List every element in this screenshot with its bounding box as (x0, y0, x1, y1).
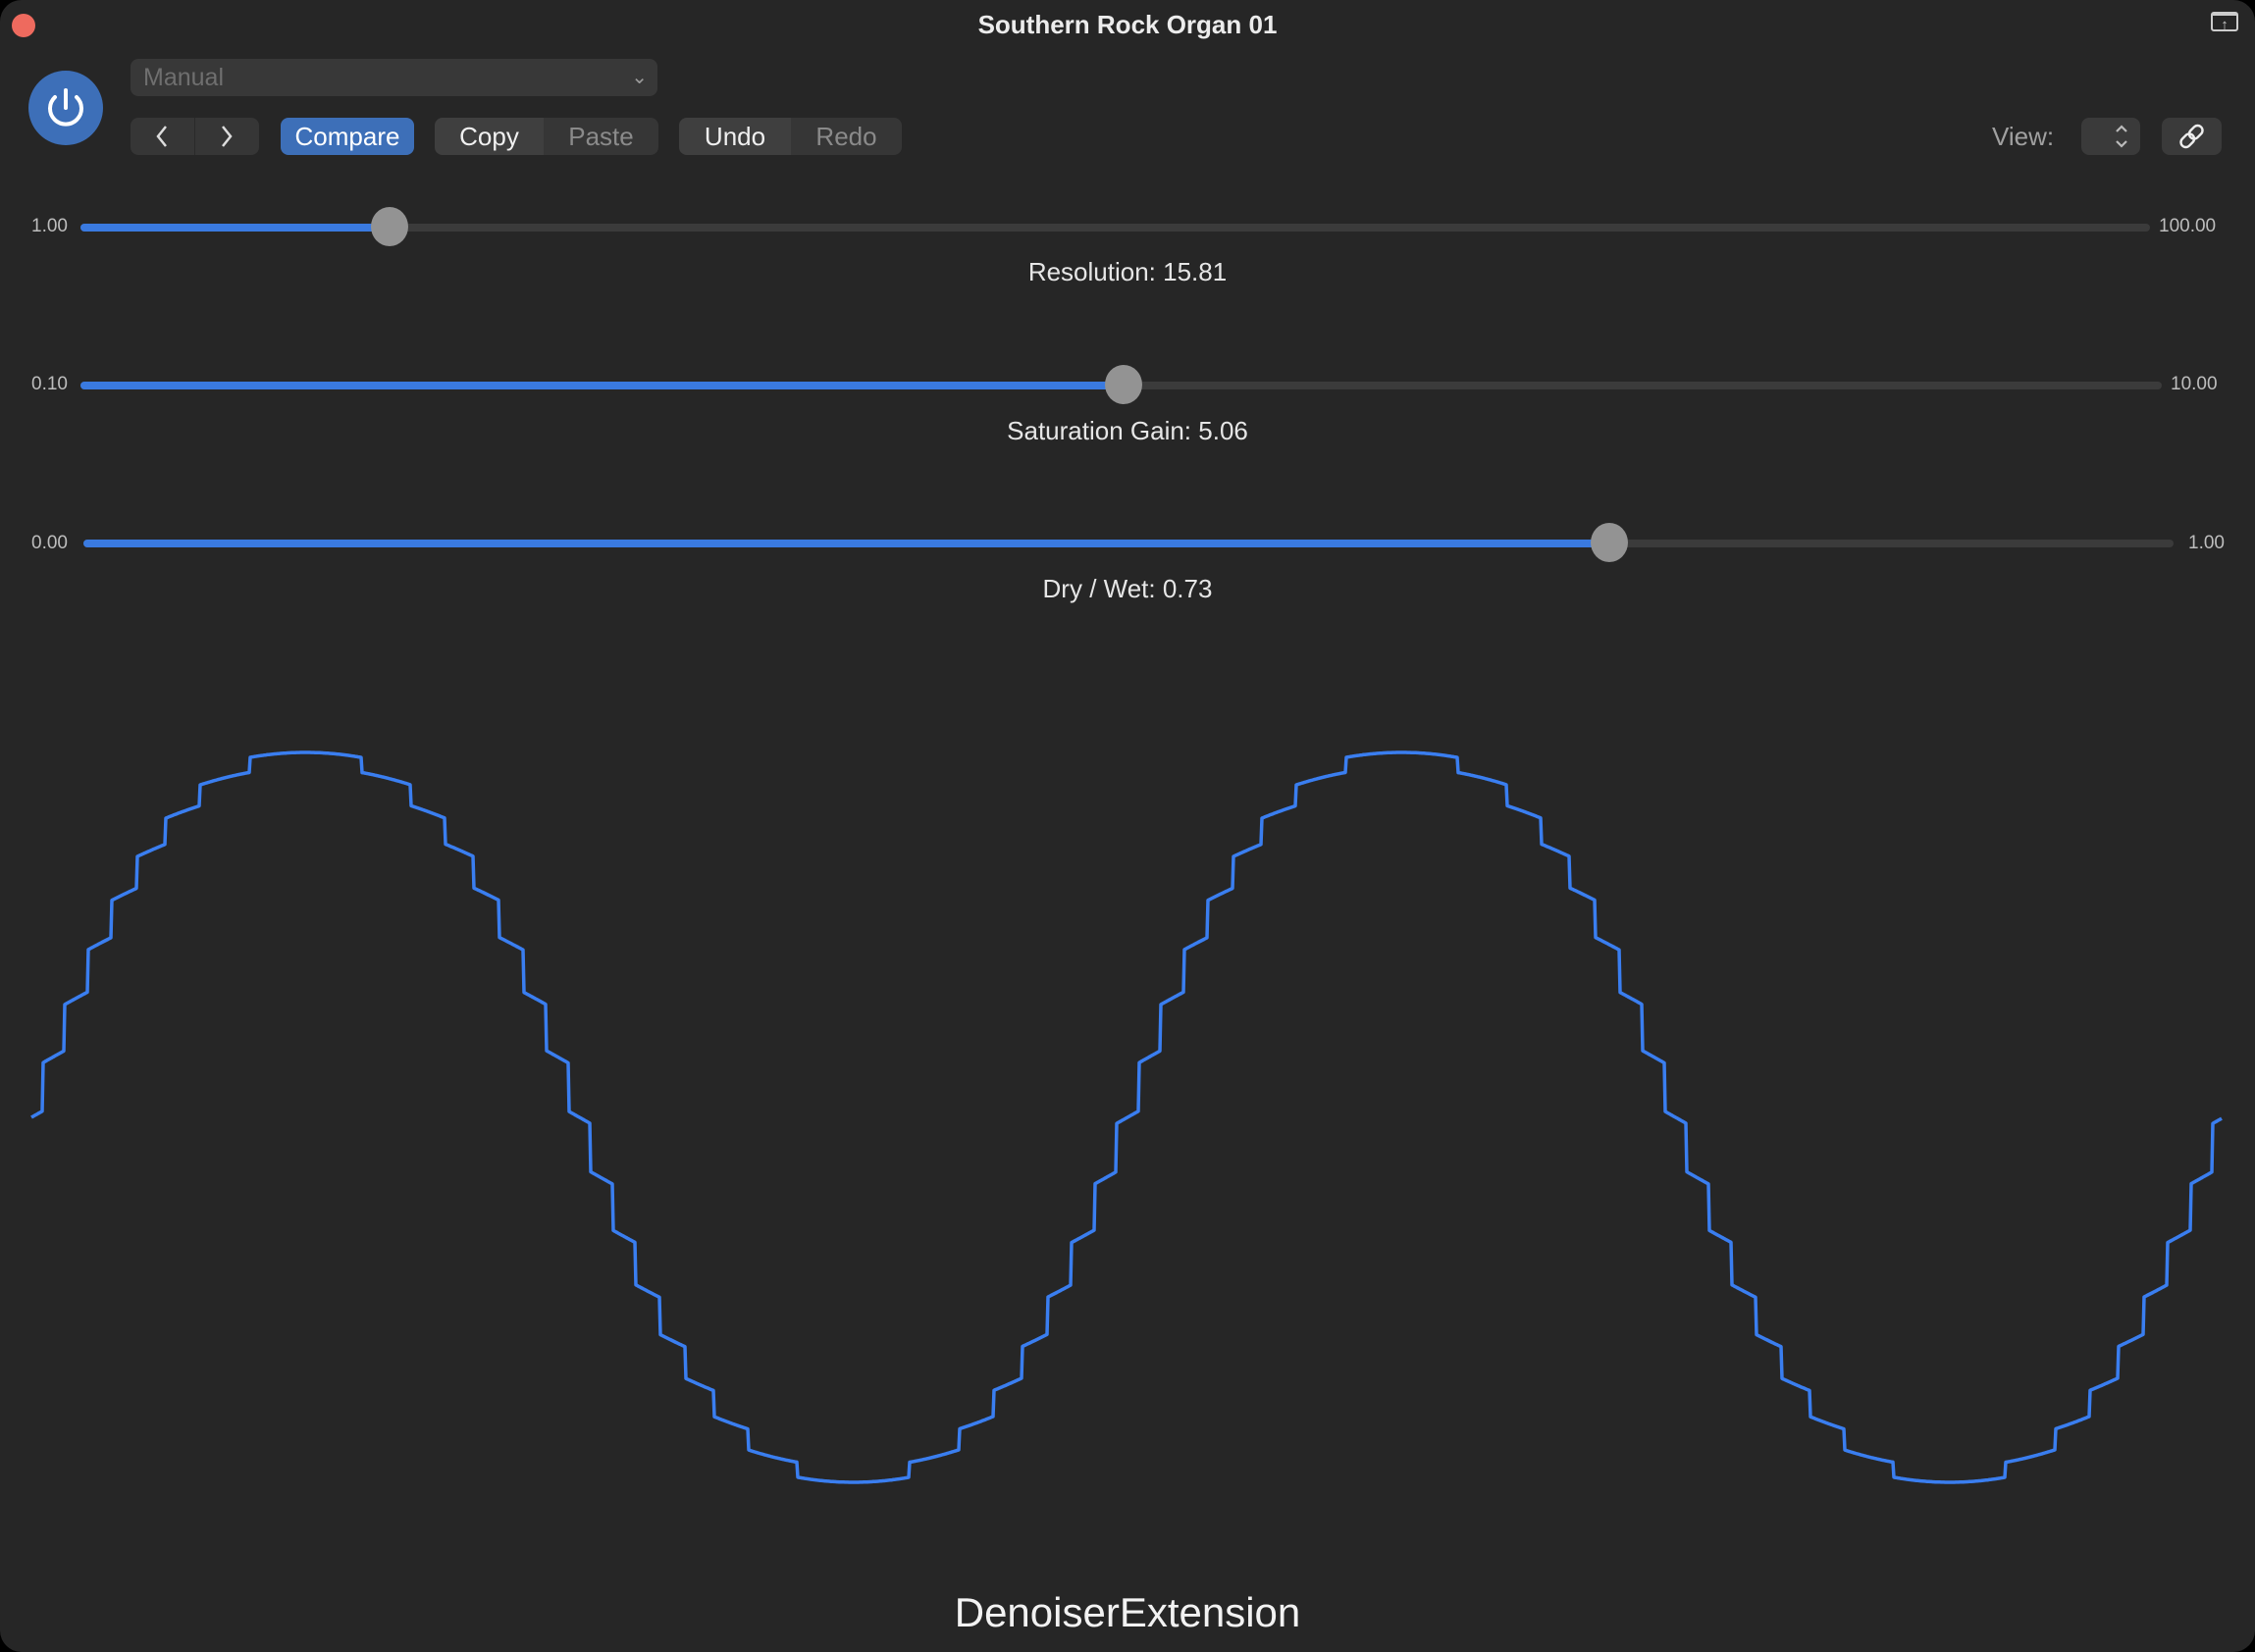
chevron-down-icon: ⌄ (631, 67, 648, 88)
dry-wet-slider-fill (83, 540, 1609, 547)
copy-paste-group: Copy Paste (435, 118, 658, 155)
chevron-left-icon (156, 126, 168, 147)
drywet-min-label: 0.00 (31, 533, 68, 553)
chevron-right-icon (222, 126, 233, 147)
undo-button[interactable]: Undo (679, 118, 791, 155)
link-button[interactable] (2162, 118, 2222, 155)
resolution-label: Resolution: 15.81 (1027, 257, 1228, 286)
power-icon (48, 88, 83, 127)
dry-wet-slider-thumb[interactable] (1590, 523, 1628, 562)
link-icon (2179, 124, 2204, 149)
view-stepper[interactable] (2081, 118, 2140, 155)
close-button[interactable] (12, 14, 35, 37)
saturation-gain-slider[interactable] (80, 365, 2162, 404)
window-title: Southern Rock Organ 01 (977, 10, 1278, 39)
up-down-chevron-icon (2116, 125, 2127, 148)
extension-name: DenoiserExtension (954, 1589, 1301, 1635)
resolution-slider-fill (80, 224, 391, 232)
share-window-icon[interactable]: ↑ (2211, 12, 2238, 33)
dry-wet-slider[interactable] (83, 523, 2174, 562)
preset-nav (131, 118, 259, 155)
resolution-slider-thumb[interactable] (371, 207, 409, 246)
resolution-max-label: 100.00 (2159, 216, 2217, 236)
redo-button[interactable]: Redo (815, 121, 877, 151)
compare-button[interactable]: Compare (281, 118, 414, 155)
resolution-min-label: 1.00 (31, 216, 68, 236)
resolution-slider[interactable] (80, 207, 2150, 246)
preset-dropdown[interactable]: Manual ⌄ (131, 59, 657, 96)
dry-wet-label: Dry / Wet: 0.73 (1042, 574, 1213, 603)
preset-value: Manual (143, 64, 224, 91)
power-button[interactable] (28, 71, 103, 145)
waveform-display (30, 750, 2223, 1484)
copy-button[interactable]: Copy (435, 118, 544, 155)
saturation-gain-label: Saturation Gain: 5.06 (1007, 416, 1248, 445)
view-label: View: (1992, 122, 2055, 151)
paste-button[interactable]: Paste (568, 121, 634, 151)
undo-redo-group: Undo Redo (679, 118, 902, 155)
saturation-gain-slider-thumb[interactable] (1104, 365, 1142, 404)
previous-preset-button[interactable] (131, 118, 195, 155)
drywet-max-label: 1.00 (2188, 533, 2225, 553)
saturation-min-label: 0.10 (31, 374, 68, 394)
waveform-line (30, 750, 2223, 1484)
next-preset-button[interactable] (195, 118, 260, 155)
saturation-gain-slider-fill (80, 382, 1124, 389)
saturation-max-label: 10.00 (2171, 374, 2218, 394)
